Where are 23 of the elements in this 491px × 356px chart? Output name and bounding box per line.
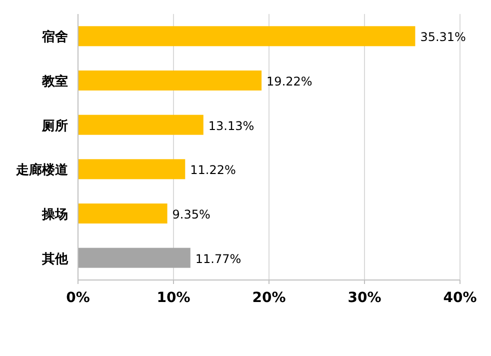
x-tick-label: 0% <box>66 290 90 306</box>
bar <box>78 70 262 90</box>
data-label: 11.77% <box>195 252 242 266</box>
data-label: 9.35% <box>172 208 210 222</box>
bar <box>78 159 186 180</box>
y-tick-label: 厕所 <box>41 118 68 134</box>
bar <box>78 248 190 268</box>
bar <box>78 204 168 224</box>
data-label: 35.31% <box>420 30 466 44</box>
y-tick-label: 教室 <box>41 74 68 90</box>
data-label: 11.22% <box>190 163 236 178</box>
bar <box>78 114 204 135</box>
y-tick-label: 走廊楼道 <box>15 162 69 178</box>
data-label: 19.22% <box>266 74 312 88</box>
x-tick-label: 30% <box>348 290 382 306</box>
x-tick-label: 20% <box>252 290 286 306</box>
data-label: 13.13% <box>208 118 254 133</box>
y-tick-label: 操场 <box>41 208 68 222</box>
y-tick-label: 宿舍 <box>41 29 68 46</box>
y-tick-label: 其他 <box>41 252 69 267</box>
bar <box>78 26 416 46</box>
x-tick-label: 40% <box>443 290 477 306</box>
x-tick-label: 10% <box>156 290 190 306</box>
